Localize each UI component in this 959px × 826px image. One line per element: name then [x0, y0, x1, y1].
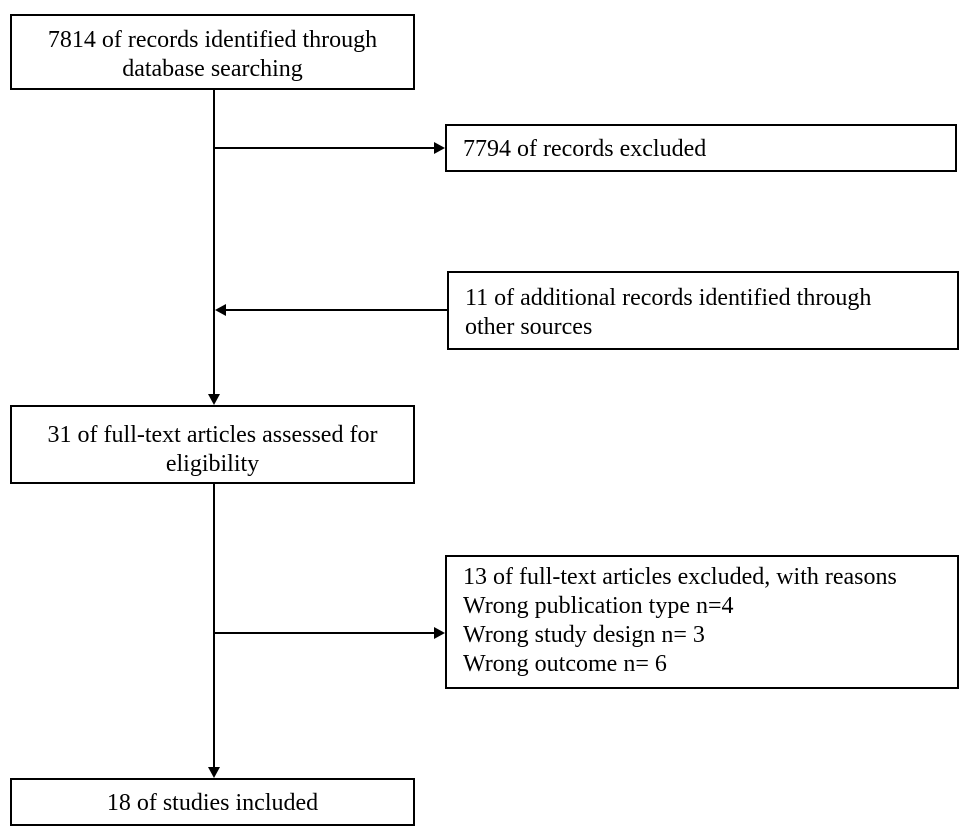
studies-included-line-1: 18 of studies included	[106, 790, 319, 816]
records-identified-line-2: database searching	[122, 56, 303, 82]
arrowhead-to-included	[208, 767, 220, 778]
fulltext-assessed-box: 31 of full-text articles assessed for el…	[10, 405, 415, 484]
additional-records-box: 11 of additional records identified thro…	[447, 271, 959, 350]
records-identified-line-1: 7814 of records identified through	[47, 27, 378, 53]
records-excluded-line-1: 7794 of records excluded	[463, 136, 707, 162]
fulltext-assessed-line-2: eligibility	[165, 451, 260, 477]
arrowhead-to-fulltext-excluded	[434, 627, 445, 639]
arrowhead-to-fulltext	[208, 394, 220, 405]
fulltext-assessed-line-1: 31 of full-text articles assessed for	[47, 422, 378, 448]
additional-records-line-2: other sources	[465, 314, 593, 340]
arrowhead-to-excluded	[434, 142, 445, 154]
additional-records-line-1: 11 of additional records identified thro…	[465, 285, 872, 311]
studies-included-box: 18 of studies included	[10, 778, 415, 826]
exclusion-reason-study-design: Wrong study design n= 3	[463, 622, 705, 648]
arrowhead-from-additional	[215, 304, 226, 316]
fulltext-excluded-box: 13 of full-text articles excluded, with …	[445, 555, 959, 689]
exclusion-reason-outcome: Wrong outcome n= 6	[463, 651, 667, 677]
fulltext-excluded-heading: 13 of full-text articles excluded, with …	[463, 564, 897, 590]
exclusion-reason-publication-type: Wrong publication type n=4	[463, 593, 734, 619]
records-excluded-box: 7794 of records excluded	[445, 124, 957, 172]
records-identified-box: 7814 of records identified through datab…	[10, 14, 415, 90]
